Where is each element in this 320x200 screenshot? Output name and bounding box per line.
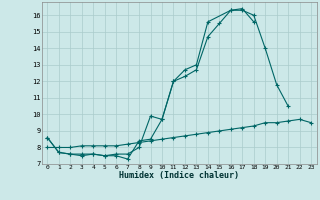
X-axis label: Humidex (Indice chaleur): Humidex (Indice chaleur) [119, 171, 239, 180]
